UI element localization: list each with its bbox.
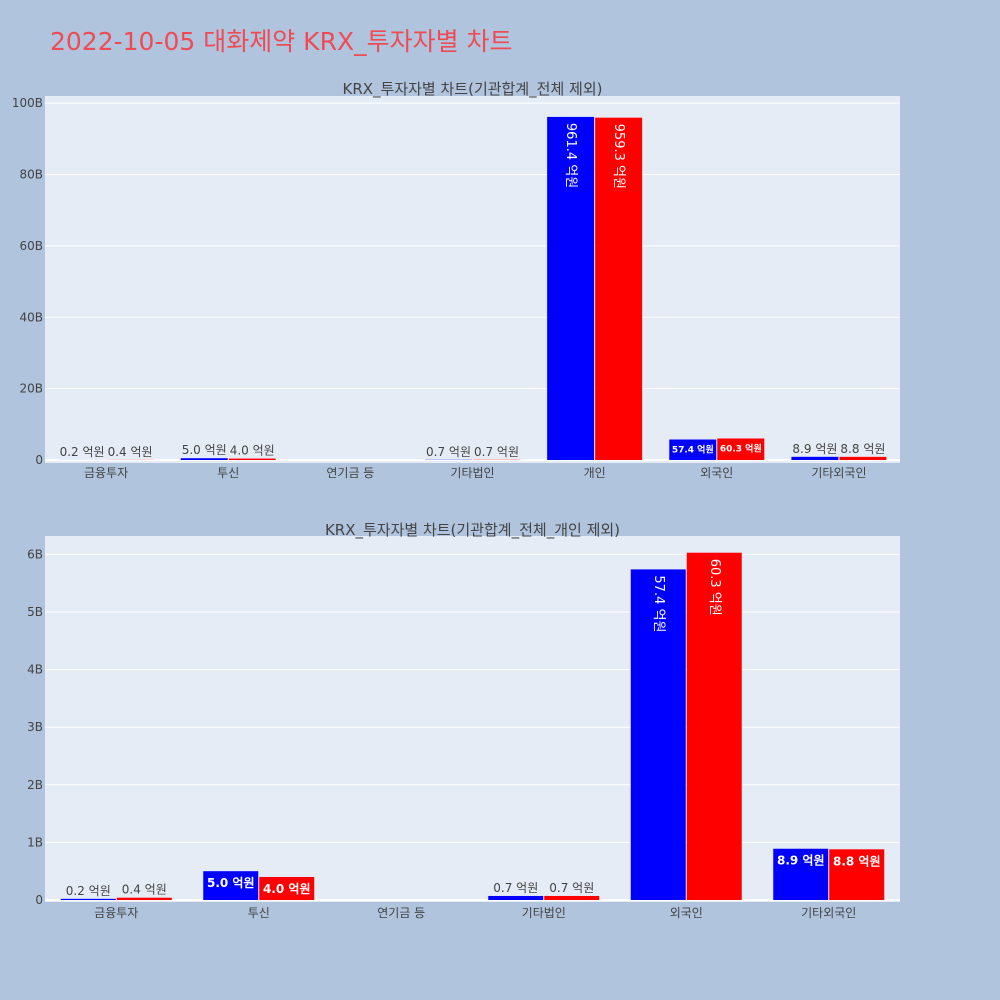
x-tick-label: 기타외국인: [811, 466, 866, 480]
x-tick-label: 연기금 등: [326, 466, 374, 480]
x-tick-label: 외국인: [700, 466, 733, 480]
x-tick-label: 기타외국인: [801, 906, 856, 920]
y-tick-label: 6B: [27, 547, 43, 561]
data-label: 0.2 억원: [60, 445, 105, 459]
data-label: 0.7 억원: [493, 881, 538, 895]
data-label: 57.4 억원: [651, 575, 666, 632]
bar: [839, 456, 887, 460]
x-tick-label: 금융투자: [94, 906, 138, 920]
bar: [791, 456, 839, 460]
bar: [717, 438, 765, 460]
y-tick-label: 5B: [27, 605, 43, 619]
data-label: 8.8 억원: [833, 854, 881, 868]
bar: [259, 876, 315, 900]
y-tick-label: 60B: [19, 239, 43, 253]
data-label: 0.7 억원: [549, 881, 594, 895]
x-tick-label: 외국인: [670, 906, 703, 920]
y-tick-label: 0: [35, 453, 43, 467]
bar: [228, 458, 276, 460]
data-label: 57.4 억원: [672, 444, 714, 456]
data-label: 5.0 억원: [182, 443, 227, 457]
chart-title: KRX_투자자별 차트(기관합계_전체_개인 제외): [325, 521, 620, 540]
data-label: 60.3 억원: [707, 559, 722, 616]
y-tick-label: 2B: [27, 778, 43, 792]
bar: [669, 439, 717, 460]
bar: [686, 552, 742, 900]
bar: [829, 849, 885, 900]
bar: [203, 871, 259, 900]
data-label: 60.3 억원: [720, 442, 762, 454]
x-tick-label: 기타법인: [522, 906, 566, 920]
bar: [488, 895, 544, 900]
page-title: 2022-10-05 대화제약 KRX_투자자별 차트: [50, 27, 513, 56]
bar: [595, 117, 643, 461]
data-label: 0.4 억원: [108, 445, 153, 459]
x-tick-label: 개인: [584, 466, 606, 480]
chart-title: KRX_투자자별 차트(기관합계_전체 제외): [343, 80, 603, 99]
y-tick-label: 40B: [19, 310, 43, 324]
data-label: 4.0 억원: [230, 444, 275, 458]
bar: [547, 116, 595, 460]
y-tick-label: 0: [35, 893, 43, 907]
y-tick-label: 4B: [27, 663, 43, 677]
bar: [60, 898, 116, 900]
bar: [180, 458, 228, 460]
data-label: 959.3 억원: [611, 124, 626, 189]
plot-area: [45, 96, 900, 463]
chart-2: KRX_투자자별 차트(기관합계_전체_개인 제외) 0 1B 2B 3B 4B 5B 6B 금…: [27, 521, 900, 920]
data-label: 0.7 억원: [474, 445, 519, 459]
data-label: 5.0 억원: [207, 876, 255, 890]
plot-area: [45, 536, 900, 902]
x-tick-label: 금융투자: [84, 466, 128, 480]
x-tick-label: 연기금 등: [377, 906, 425, 920]
y-tick-label: 3B: [27, 720, 43, 734]
x-tick-label: 기타법인: [450, 466, 494, 480]
data-label: 961.4 억원: [563, 123, 578, 188]
data-label: 0.7 억원: [426, 445, 471, 459]
bar: [773, 848, 829, 900]
x-tick-label: 투신: [248, 906, 270, 920]
x-tick-label: 투신: [217, 466, 239, 480]
data-label: 0.4 억원: [122, 883, 167, 897]
data-label: 8.9 억원: [777, 854, 825, 868]
y-tick-label: 80B: [19, 168, 43, 182]
data-label: 0.2 억원: [66, 884, 111, 898]
data-label: 8.9 억원: [792, 442, 837, 456]
y-tick-label: 100B: [12, 96, 43, 110]
data-label: 8.8 억원: [840, 442, 885, 456]
y-tick-label: 20B: [19, 382, 43, 396]
y-tick-label: 1B: [27, 835, 43, 849]
chart-1: KRX_투자자별 차트(기관합계_전체 제외) 0 20B 40B 60B 80B 100B…: [12, 80, 900, 480]
bar: [116, 897, 172, 900]
bar: [630, 569, 686, 900]
bar: [544, 895, 600, 900]
data-label: 4.0 억원: [263, 882, 311, 896]
